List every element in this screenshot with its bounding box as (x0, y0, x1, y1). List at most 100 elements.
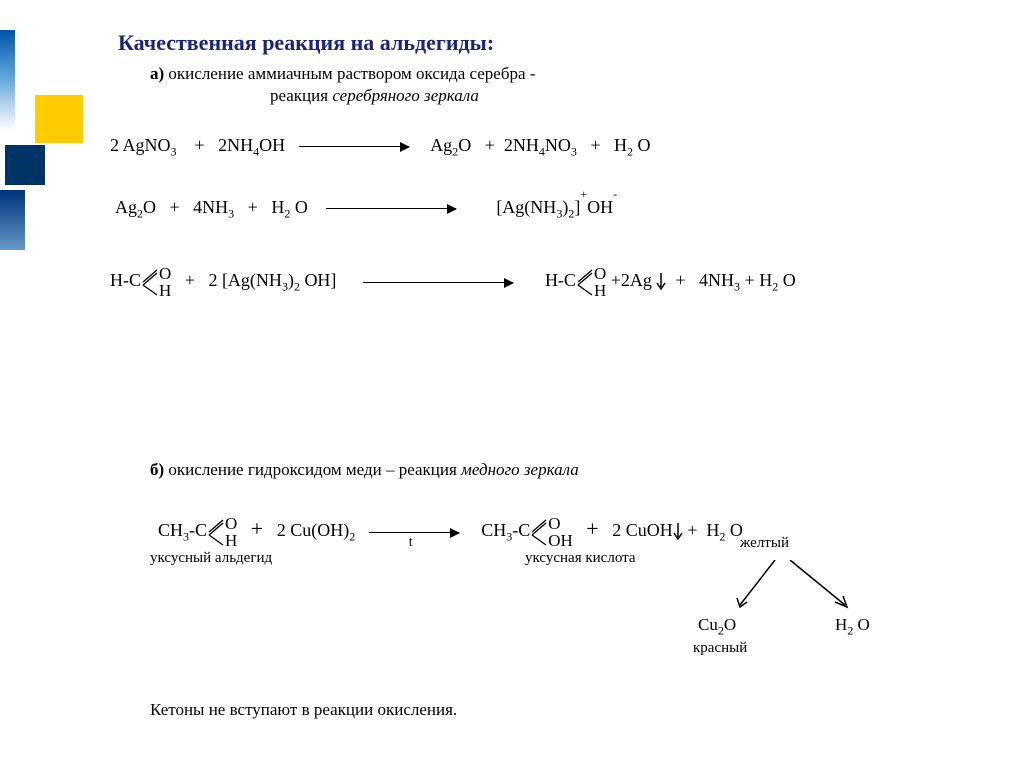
eq3-plus1: + (185, 270, 195, 290)
eq3-rhs-2ag: Ag (630, 270, 652, 290)
section-b-line: б) окисление гидроксидом меди – реакция … (150, 460, 579, 480)
eq3-rhs3-pre: 4 (699, 270, 708, 290)
eq5-prod2: H (835, 615, 847, 634)
eq4-rhs-top: O (548, 515, 573, 532)
down-arrow-icon (656, 273, 666, 296)
eq2-lhs3b: O (290, 197, 308, 217)
down-arrow-icon (673, 523, 683, 546)
equation-5-prod1: Cu2O (698, 615, 736, 638)
eq2-rhs-sup: + (580, 187, 587, 201)
eq1-lhs2: NH (227, 135, 253, 155)
eq3-rhs3-sub: 3 (734, 280, 740, 294)
decomposition-arrows (735, 560, 875, 620)
arrow-icon: t (369, 532, 459, 533)
eq1-rhs2b: NO (545, 135, 571, 155)
eq4-arrow-sub: t (409, 535, 413, 551)
label-red: красный (693, 640, 747, 657)
eq1-rhs1: Ag (430, 135, 452, 155)
eq5-prod1b: O (724, 615, 736, 634)
equation-3: H-COH + 2 [Ag(NH3)2 OH] H-COH +2Ag + 4NH… (110, 265, 796, 299)
section-a-text: окисление аммиачным раствором оксида сер… (168, 64, 535, 83)
eq1-plus3: + (590, 135, 600, 155)
eq4-rhs-frac: OOH (548, 515, 573, 549)
decoration-gradient-mid (0, 190, 25, 250)
eq2-lhs2: NH (202, 197, 228, 217)
eq1-rhs2: NH (513, 135, 539, 155)
equation-2: Ag2O + 4NH3 + H2 O [Ag(NH3)2]+OH- (115, 195, 617, 222)
eq4-plus1: + (251, 516, 263, 541)
eq4-rhs3: H (706, 520, 719, 540)
arrow-icon (299, 146, 409, 147)
eq1-lhs2b: OH (259, 135, 285, 155)
eq5-prod1: Cu (698, 615, 718, 634)
eq2-plus2: + (248, 197, 258, 217)
eq4-lhs-top: O (225, 515, 237, 532)
label-acetic-acid: уксусная кислота (525, 550, 636, 567)
eq1-lhs2-pre: 2 (218, 135, 227, 155)
eq4-lhs2-sub: 2 (349, 530, 355, 544)
eq1-rhs2-pre: 2 (504, 135, 513, 155)
equation-4: CH3-COH + 2 Cu(OH)2 t CH3-COOH + 2 CuOH … (158, 515, 743, 549)
eq4-lhs-ch3c: CH (158, 520, 183, 540)
eq4-lhs-bot: H (225, 532, 237, 549)
eq4-lhs-frac: OH (225, 515, 237, 549)
eq1-plus1: + (195, 135, 205, 155)
angle-icon (530, 517, 548, 547)
eq3-rhs4b: O (778, 270, 796, 290)
eq1-rhs3b: O (633, 135, 651, 155)
eq3-plus2: + (675, 270, 685, 290)
eq4-rhs-ch3c-b: -C (512, 520, 530, 540)
eq2-plus1: + (170, 197, 180, 217)
eq1-rhs3: H (614, 135, 627, 155)
eq3-lhs-hc: H-C (110, 270, 141, 290)
eq1-rhs2b-sub: 3 (571, 145, 577, 159)
eq4-lhs-ch3c-b: -C (189, 520, 207, 540)
section-a-line1: а) окисление аммиачным раствором оксида … (150, 64, 535, 84)
eq3-lhs-frac: OH (159, 265, 171, 299)
eq2-lhs3: H (271, 197, 284, 217)
eq4-rhs-bot: OH (548, 532, 573, 549)
decoration-square-yellow (35, 95, 83, 143)
eq1-lhs1-sub: 3 (171, 145, 177, 159)
eq2-lhs1: Ag (115, 197, 137, 217)
eq3-lhs2: [Ag(NH (222, 270, 282, 290)
eq5-prod2b: O (853, 615, 870, 634)
eq3-rhs-bot: H (594, 282, 606, 299)
eq1-lhs1: 2 AgNO (110, 135, 171, 155)
eq2-rhs-d: OH (587, 197, 613, 217)
section-a-line2-prefix: реакция (270, 86, 332, 105)
label-acetaldehyde: уксусный альдегид (150, 550, 272, 567)
section-b-text: окисление гидроксидом меди – реакция (168, 460, 461, 479)
arrow-icon (363, 282, 513, 283)
footnote: Кетоны не вступают в реакции окисления. (150, 700, 457, 720)
eq4-plus3: + (687, 520, 697, 540)
section-a-line2: реакция серебряного зеркала (270, 86, 479, 106)
eq2-lhs1b: O (143, 197, 156, 217)
equation-1: 2 AgNO3 + 2NH4OH Ag2O + 2NH4NO3 + H2 O (110, 135, 651, 160)
label-yellow: желтый (740, 535, 789, 552)
eq4-rhs-ch3c: CH (481, 520, 506, 540)
eq3-rhs4-plus: + (745, 270, 755, 290)
section-a-label: а) (150, 64, 164, 83)
decoration-gradient-top (0, 30, 15, 130)
section-b-italic: медного зеркала (461, 460, 579, 479)
eq3-rhs-hc: H-C (545, 270, 576, 290)
eq3-rhs3: NH (708, 270, 734, 290)
page-title: Качественная реакция на альдегиды: (118, 30, 494, 56)
eq3-rhs4: H (759, 270, 772, 290)
eq1-plus2: + (485, 135, 495, 155)
eq3-lhs-bot: H (159, 282, 171, 299)
eq3-lhs2-pre: 2 (208, 270, 217, 290)
eq3-rhs-frac: OH (594, 265, 606, 299)
eq4-lhs2-pre: 2 (277, 520, 291, 540)
equation-5-prod2: H2 O (835, 615, 870, 638)
eq3-rhs-top: O (594, 265, 606, 282)
eq3-rhs-plus: + (611, 270, 621, 290)
eq3-lhs-top: O (159, 265, 171, 282)
arrow-icon (326, 208, 456, 209)
eq4-rhs2: CuOH (626, 520, 673, 540)
eq2-lhs2-pre: 4 (193, 197, 202, 217)
eq4-rhs2-pre: 2 (612, 520, 626, 540)
decoration-square-navy (5, 145, 45, 185)
section-b-label: б) (150, 460, 164, 479)
